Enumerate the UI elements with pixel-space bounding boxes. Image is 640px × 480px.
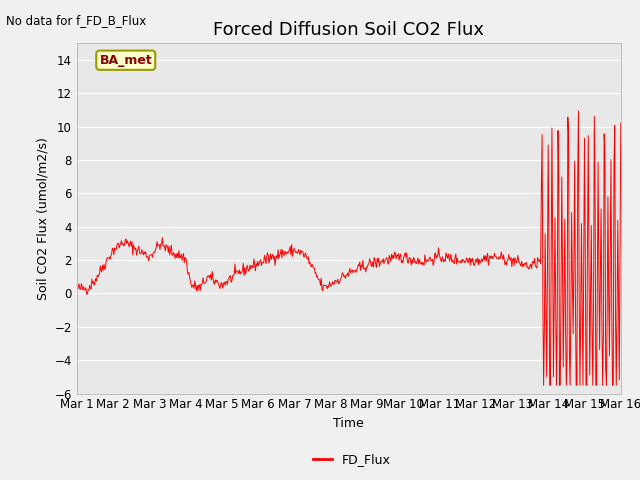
FD_Flux: [617, 120, 625, 126]
FD_Flux: [223, 278, 230, 284]
X-axis label: Time: Time: [333, 417, 364, 430]
Text: No data for f_FD_B_Flux: No data for f_FD_B_Flux: [6, 14, 147, 27]
FD_Flux: [194, 288, 202, 293]
Y-axis label: Soil CO2 Flux (umol/m2/s): Soil CO2 Flux (umol/m2/s): [36, 137, 49, 300]
Line: FD_Flux: FD_Flux: [77, 111, 621, 385]
Legend: FD_Flux: FD_Flux: [308, 448, 396, 471]
FD_Flux: [83, 291, 90, 297]
FD_Flux: [575, 108, 582, 114]
FD_Flux: [540, 383, 547, 388]
FD_Flux: [73, 284, 81, 290]
Title: Forced Diffusion Soil CO2 Flux: Forced Diffusion Soil CO2 Flux: [213, 21, 484, 39]
Text: BA_met: BA_met: [99, 54, 152, 67]
FD_Flux: [415, 261, 422, 267]
FD_Flux: [431, 251, 438, 257]
FD_Flux: [139, 249, 147, 255]
